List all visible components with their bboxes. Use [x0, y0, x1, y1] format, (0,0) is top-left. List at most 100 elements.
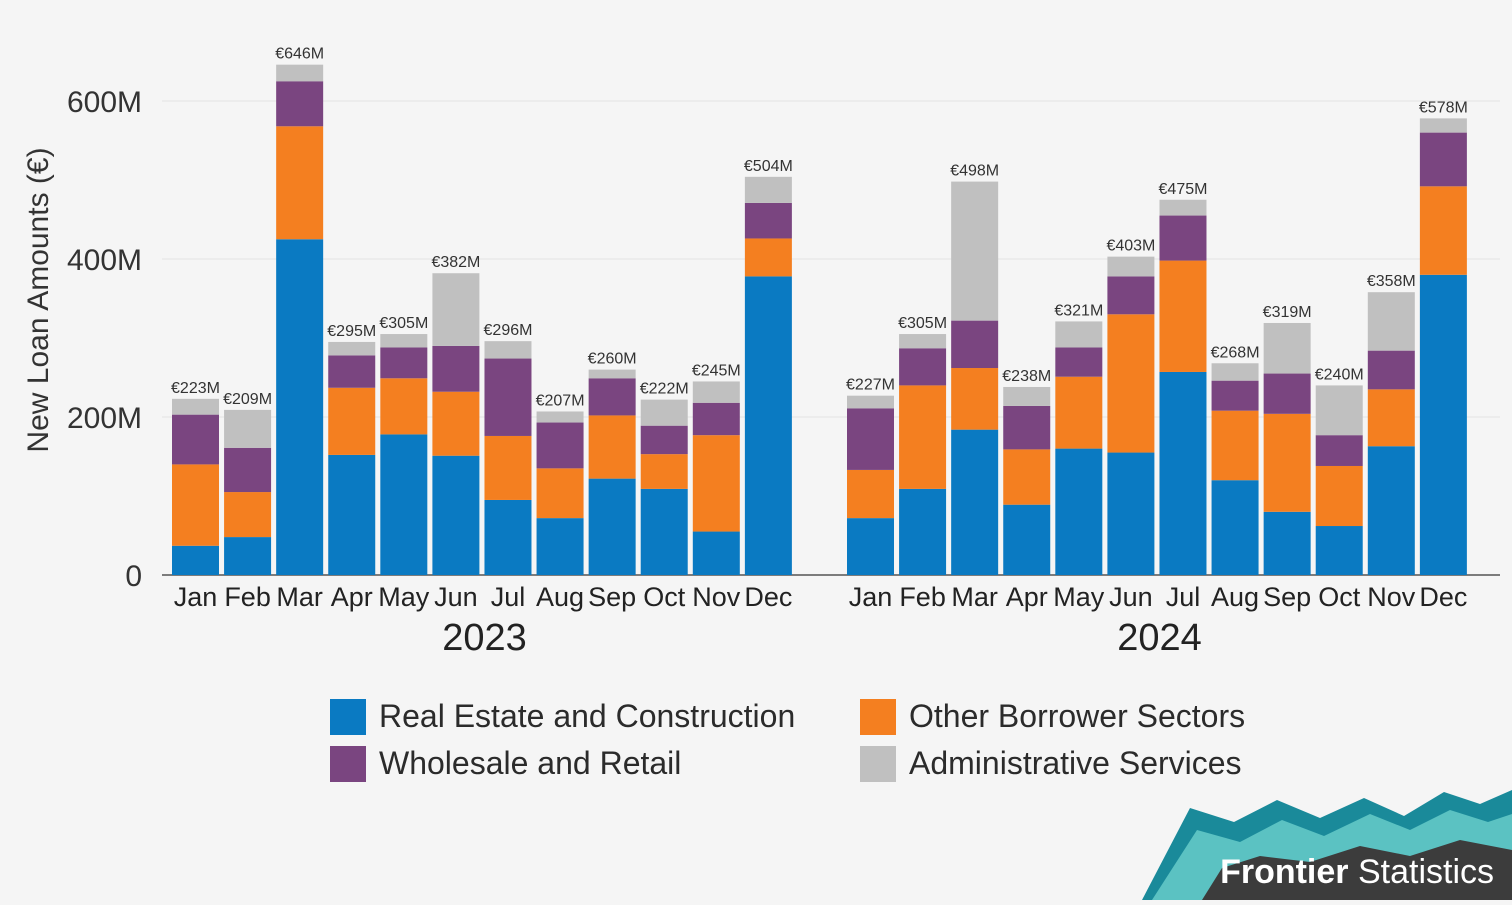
- bar-segment: [1263, 322, 1311, 374]
- data-label: €238M: [1002, 368, 1051, 385]
- y-axis-ticks: 0 200M 400M 600M: [67, 86, 142, 593]
- bar-segment: [1211, 363, 1259, 381]
- brand-logo: Frontier Statistics: [1142, 790, 1512, 900]
- bar-segment: [1055, 321, 1103, 348]
- bar-segment: [1003, 405, 1051, 450]
- panel-2023: €223M Jan €209M Feb €646M Mar €295M Apr €305M May…: [171, 46, 793, 659]
- legend-swatch-administrative: [860, 745, 896, 782]
- legend-item-wholesale: Wholesale and Retail: [330, 745, 681, 782]
- legend-item-other-borrower: Other Borrower Sectors: [860, 698, 1245, 735]
- bar-segment: [899, 488, 947, 575]
- bar-segment: [951, 320, 999, 369]
- brand-name-rest: Statistics: [1348, 853, 1494, 891]
- bar-segment: [484, 341, 532, 359]
- x-tick-label: Apr: [1006, 582, 1048, 612]
- data-label: €358M: [1367, 273, 1416, 290]
- bar-segment: [692, 381, 740, 403]
- x-tick-label: Mar: [276, 582, 323, 612]
- bar-segment: [1315, 526, 1363, 575]
- data-label: €222M: [640, 381, 689, 398]
- bar-segment: [1211, 410, 1259, 481]
- bar-segment: [224, 492, 272, 538]
- bar-segment: [1315, 435, 1363, 466]
- data-label: €498M: [950, 163, 999, 180]
- legend-swatch-wholesale: [330, 745, 366, 782]
- data-label: €578M: [1419, 99, 1468, 116]
- data-label: €646M: [275, 46, 324, 63]
- bar-segment: [1055, 347, 1103, 377]
- panel-year-label: 2024: [1117, 617, 1202, 659]
- data-label: €475M: [1159, 181, 1208, 198]
- bar-segment: [224, 447, 272, 493]
- bar-segment: [1419, 132, 1467, 187]
- bar-segment: [692, 402, 740, 436]
- legend-swatch-other-borrower: [860, 698, 896, 735]
- data-label: €268M: [1211, 344, 1260, 361]
- data-label: €260M: [588, 351, 637, 368]
- brand-name: Frontier Statistics: [1220, 853, 1494, 892]
- bar-segment: [899, 385, 947, 489]
- x-tick-label: Jul: [491, 582, 526, 612]
- bar-segment: [536, 411, 584, 423]
- bar-segment: [951, 368, 999, 430]
- bar-segment: [1159, 199, 1207, 216]
- bar-segment: [1003, 504, 1051, 575]
- legend: Real Estate and Construction Other Borro…: [330, 698, 1330, 798]
- y-tick-label: 0: [125, 560, 142, 593]
- bar-segment: [1211, 380, 1259, 411]
- bar-segment: [432, 391, 480, 456]
- bar-segment: [1107, 276, 1155, 315]
- bar-segment: [380, 434, 428, 575]
- y-tick-label: 200M: [67, 402, 142, 435]
- bar-segment: [172, 414, 219, 465]
- data-label: €207M: [536, 392, 585, 409]
- x-tick-label: Jan: [849, 582, 893, 612]
- bar-segment: [744, 176, 792, 203]
- bar-segment: [536, 518, 584, 575]
- bar-segment: [276, 81, 324, 127]
- legend-label-wholesale: Wholesale and Retail: [379, 745, 682, 781]
- bar-segment: [484, 358, 532, 436]
- bar-segment: [224, 409, 272, 448]
- bar-segment: [276, 64, 324, 82]
- legend-swatch-real-estate: [330, 698, 366, 735]
- bar-segment: [1107, 314, 1155, 453]
- panel-2024: €227M Jan €305M Feb €498M Mar €238M Apr €321M May…: [846, 99, 1468, 659]
- x-tick-label: Aug: [1211, 582, 1259, 612]
- x-tick-label: Jun: [1109, 582, 1153, 612]
- bar-segment: [1159, 371, 1207, 575]
- data-label: €295M: [327, 323, 376, 340]
- x-tick-label: May: [1053, 582, 1105, 612]
- bar-segment: [172, 545, 219, 575]
- bar-segment: [588, 369, 636, 379]
- bar-segment: [536, 468, 584, 519]
- legend-item-real-estate: Real Estate and Construction: [330, 698, 795, 735]
- bar-segment: [847, 469, 894, 519]
- bar-segment: [1419, 186, 1467, 275]
- x-tick-label: Sep: [588, 582, 636, 612]
- bar-segment: [328, 387, 376, 455]
- bar-segment: [1003, 386, 1051, 406]
- bar-segment: [380, 334, 428, 348]
- x-tick-label: Oct: [1318, 582, 1361, 612]
- data-label: €209M: [223, 391, 272, 408]
- x-tick-label: Jul: [1166, 582, 1201, 612]
- bar-segment: [1263, 413, 1311, 512]
- bar-segment: [432, 273, 480, 346]
- x-tick-label: Feb: [899, 582, 946, 612]
- y-tick-label: 400M: [67, 244, 142, 277]
- x-tick-label: Mar: [951, 582, 998, 612]
- x-tick-label: Nov: [692, 582, 741, 612]
- stacked-bar-chart: New Loan Amounts (€) 0 200M 400M 600M €223M…: [22, 46, 1500, 659]
- data-label: €245M: [692, 362, 741, 379]
- data-label: €319M: [1263, 304, 1312, 321]
- bar-segment: [1159, 215, 1207, 261]
- bar-segment: [380, 347, 428, 379]
- legend-label-administrative: Administrative Services: [909, 745, 1242, 781]
- data-label: €240M: [1315, 366, 1364, 383]
- data-label: €296M: [484, 322, 533, 339]
- bar-segment: [692, 531, 740, 575]
- legend-item-administrative: Administrative Services: [860, 745, 1242, 782]
- x-tick-label: Oct: [643, 582, 686, 612]
- bar-segment: [328, 454, 376, 575]
